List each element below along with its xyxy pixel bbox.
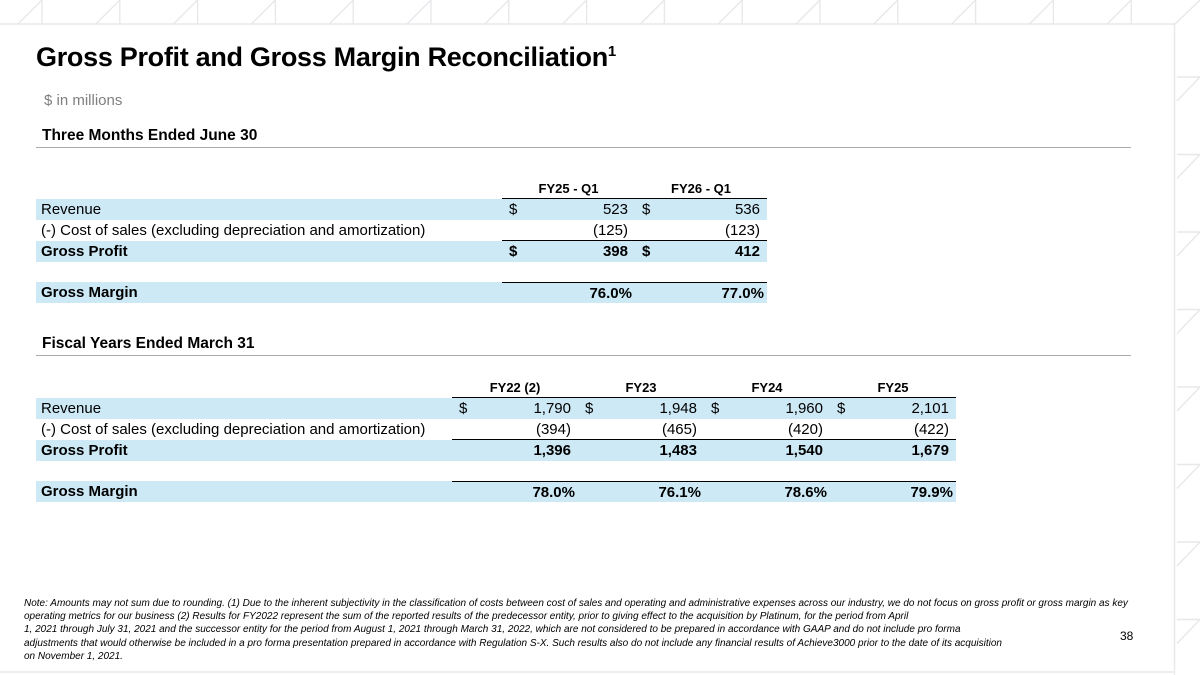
cell-value: 76.1% xyxy=(658,483,701,501)
quarterly-gross-profit-table: FY25 - Q1 FY26 - Q1 Revenue $523 $536 (-… xyxy=(36,177,767,303)
footnote: Note: Amounts may not sum due to roundin… xyxy=(24,597,1128,663)
row-label: (-) Cost of sales (excluding depreciatio… xyxy=(41,222,426,239)
cell-value: (394) xyxy=(535,420,571,438)
cell-value: 536 xyxy=(734,201,760,218)
units-subtitle: $ in millions xyxy=(44,92,123,109)
dollar-sign: $ xyxy=(585,400,594,417)
cell-value: 78.0% xyxy=(532,483,575,501)
cell-value: 79.9% xyxy=(910,483,953,501)
column-header: FY26 - Q1 xyxy=(635,177,767,199)
slide-title-text: Gross Profit and Gross Margin Reconcilia… xyxy=(36,42,608,73)
row-label: Gross Profit xyxy=(41,243,128,260)
cell-value: 1,396 xyxy=(533,442,571,459)
row-label: Revenue xyxy=(41,201,102,218)
cell-value: 1,679 xyxy=(911,442,949,459)
table-row-gross-profit: Gross Profit 1,396 1,483 1,540 1,679 xyxy=(36,440,956,461)
table-row-cost-of-sales: (-) Cost of sales (excluding depreciatio… xyxy=(36,419,956,440)
footnote-line: operating metrics for our business (2) R… xyxy=(24,611,909,623)
title-footnote-superscript: 1 xyxy=(607,43,616,61)
column-header: FY23 xyxy=(578,376,704,398)
column-header: FY22 (2) xyxy=(452,376,578,398)
dollar-sign: $ xyxy=(509,243,518,260)
cell-value: 1,540 xyxy=(785,442,823,459)
row-label: (-) Cost of sales (excluding depreciatio… xyxy=(41,421,426,438)
cell-value: 398 xyxy=(602,243,628,260)
section-divider xyxy=(36,147,1131,148)
cell-value: (420) xyxy=(787,420,823,438)
cell-value: 1,960 xyxy=(785,400,823,417)
cell-value: (422) xyxy=(913,420,949,438)
footnote-line: adjustments that would otherwise be incl… xyxy=(24,637,1002,649)
table-row-revenue: Revenue $523 $536 xyxy=(36,199,767,220)
cell-value: (465) xyxy=(661,420,697,438)
row-label: Gross Profit xyxy=(41,442,128,459)
column-header: FY25 xyxy=(830,376,956,398)
cell-value: (123) xyxy=(724,221,760,239)
table-row-revenue: Revenue $1,790 $1,948 $1,960 $2,101 xyxy=(36,398,956,419)
footnote-line: 1, 2021 through July 31, 2021 and the su… xyxy=(24,624,961,636)
cell-value: 412 xyxy=(734,243,760,260)
cell-value: 77.0% xyxy=(721,284,764,302)
section-heading-three-months: Three Months Ended June 30 xyxy=(42,127,258,144)
cell-value: 523 xyxy=(602,201,628,218)
cell-value: 1,483 xyxy=(659,442,697,459)
section-heading-fiscal-years: Fiscal Years Ended March 31 xyxy=(42,335,255,352)
table-row-gross-margin: Gross Margin 76.0% 77.0% xyxy=(36,282,767,303)
annual-gross-profit-table: FY22 (2) FY23 FY24 FY25 Revenue $1,790 $… xyxy=(36,376,956,502)
cell-value: 76.0% xyxy=(589,284,632,302)
page-number: 38 xyxy=(1120,629,1134,643)
row-label: Revenue xyxy=(41,400,102,417)
column-header: FY24 xyxy=(704,376,830,398)
cell-value: (125) xyxy=(592,221,628,239)
slide-title: Gross Profit and Gross Margin Reconcilia… xyxy=(36,42,616,73)
table-row-cost-of-sales: (-) Cost of sales (excluding depreciatio… xyxy=(36,220,767,241)
column-header: FY25 - Q1 xyxy=(502,177,635,199)
footnote-line: Note: Amounts may not sum due to roundin… xyxy=(24,598,1128,609)
table-row-gross-profit: Gross Profit $398 $412 xyxy=(36,241,767,262)
table-spacer-row xyxy=(36,262,767,282)
cell-value: 1,790 xyxy=(533,400,571,417)
footnote-line: on November 1, 2021. xyxy=(24,650,123,662)
dollar-sign: $ xyxy=(837,400,846,417)
cell-value: 78.6% xyxy=(784,483,827,501)
table-header-row: FY25 - Q1 FY26 - Q1 xyxy=(36,177,767,199)
dollar-sign: $ xyxy=(509,201,518,218)
table-header-row: FY22 (2) FY23 FY24 FY25 xyxy=(36,376,956,398)
table-row-gross-margin: Gross Margin 78.0% 76.1% 78.6% 79.9% xyxy=(36,481,956,502)
cell-value: 1,948 xyxy=(659,400,697,417)
dollar-sign: $ xyxy=(642,243,651,260)
dollar-sign: $ xyxy=(642,201,651,218)
section-divider xyxy=(36,355,1131,356)
cell-value: 2,101 xyxy=(911,400,949,417)
dollar-sign: $ xyxy=(711,400,720,417)
dollar-sign: $ xyxy=(459,400,468,417)
row-label: Gross Margin xyxy=(41,483,138,500)
table-spacer-row xyxy=(36,461,956,481)
row-label: Gross Margin xyxy=(41,284,138,301)
